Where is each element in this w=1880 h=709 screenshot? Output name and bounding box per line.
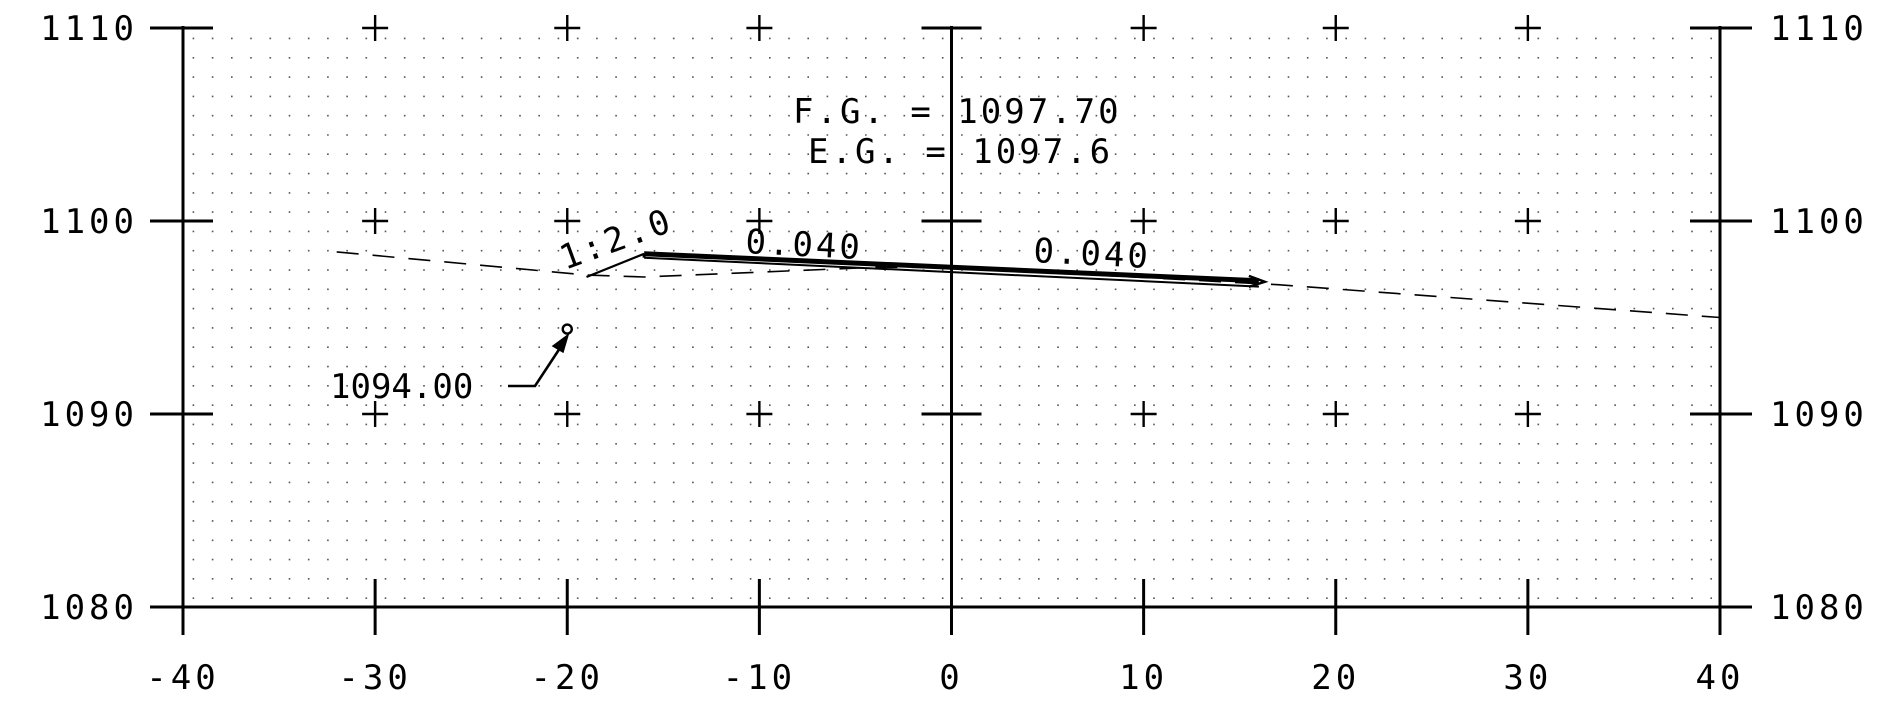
proposed-surface-top: [643, 251, 1260, 284]
x-tick-label: 30: [1503, 658, 1552, 698]
ditch-point-marker: [561, 323, 573, 335]
ditch-elevation-label: 1094.00: [330, 367, 473, 407]
existing-ground-line: [336, 251, 1721, 319]
proposed-surface-bottom: [644, 256, 1259, 288]
axis-ticks: [150, 26, 1752, 635]
x-tick-label: 40: [1696, 658, 1745, 698]
grid-cross: [1130, 208, 1157, 234]
ditch-leader-line: [508, 344, 564, 388]
cross-slope-right-label: 0.040: [1033, 231, 1152, 277]
grid-crosses: [362, 15, 1541, 427]
x-tick-label: -40: [146, 658, 219, 698]
y-tick-label-right: 1080: [1770, 588, 1868, 628]
x-tick-label: -10: [723, 658, 796, 698]
grid-cross: [1514, 401, 1541, 427]
x-tick-label: 0: [939, 658, 963, 698]
section-lines: [336, 251, 1721, 388]
side-slope-line: [586, 252, 645, 279]
x-tick-label: -30: [338, 658, 411, 698]
grid-cross: [362, 401, 389, 427]
grid-cross: [1322, 208, 1349, 234]
x-tick-label: -20: [531, 658, 604, 698]
y-tick-label-left: 1080: [40, 588, 138, 628]
grid-cross: [746, 401, 773, 427]
grid-cross: [554, 401, 581, 427]
grid-cross: [362, 208, 389, 234]
grid-cross: [554, 208, 581, 234]
y-tick-label-right: 1110: [1770, 9, 1868, 49]
surface-end-mark: [1248, 274, 1269, 288]
x-tick-label: 10: [1119, 658, 1168, 698]
grid-cross: [1322, 15, 1349, 41]
grid-cross: [746, 15, 773, 41]
grid-cross: [362, 15, 389, 41]
y-tick-label-right: 1090: [1770, 395, 1868, 435]
finished-grade-label: F.G. = 1097.70: [793, 92, 1122, 132]
grid-cross: [1130, 401, 1157, 427]
x-tick-labels: -40 -30 -20 -10 0 10 20 30 40: [146, 658, 1745, 698]
grid-cross: [1322, 401, 1349, 427]
y-tick-labels: 1080 1080 1090 1090 1100 1100 1110 1110: [40, 9, 1868, 628]
existing-grade-label: E.G. = 1097.6: [808, 132, 1113, 172]
grid-cross: [1514, 208, 1541, 234]
y-tick-label-left: 1090: [40, 395, 138, 435]
grid-cross: [1130, 15, 1157, 41]
y-tick-label-right: 1100: [1770, 202, 1868, 242]
y-tick-label-left: 1110: [40, 9, 138, 49]
grid-cross: [1514, 15, 1541, 41]
cross-slope-left-label: 0.040: [745, 222, 864, 268]
grid-cross: [746, 208, 773, 234]
ditch-leader-arrowhead: [551, 333, 570, 354]
x-tick-label: 20: [1311, 658, 1360, 698]
y-tick-label-left: 1100: [40, 202, 138, 242]
grid-cross: [554, 15, 581, 41]
